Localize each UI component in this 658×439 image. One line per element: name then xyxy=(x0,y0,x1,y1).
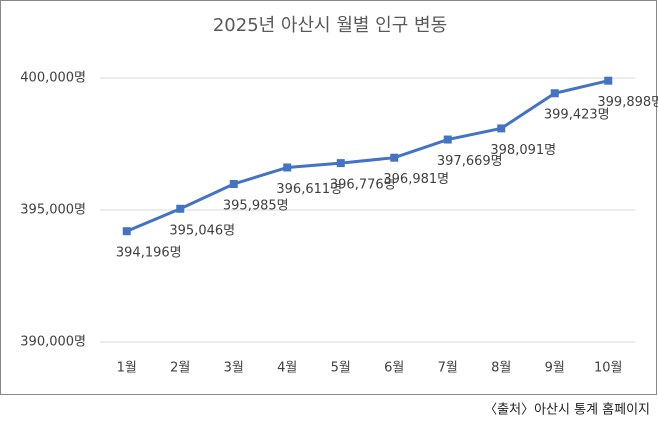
data-point xyxy=(604,76,613,85)
x-tick-label: 4월 xyxy=(277,361,297,376)
data-label: 396,776명 xyxy=(330,178,396,193)
y-tick-label: 390,000명 xyxy=(20,335,86,350)
x-tick-label: 5월 xyxy=(331,361,351,376)
x-tick-label: 9월 xyxy=(545,361,565,376)
x-tick-label: 8월 xyxy=(491,361,511,376)
x-tick-label: 2월 xyxy=(170,361,190,376)
data-point xyxy=(176,204,185,213)
data-label: 394,196명 xyxy=(116,246,182,261)
chart-frame xyxy=(0,0,657,395)
data-point xyxy=(550,89,559,98)
y-tick-label: 400,000명 xyxy=(20,71,86,86)
y-tick-label: 395,000명 xyxy=(20,203,86,218)
data-label: 396,981명 xyxy=(383,172,449,187)
data-label: 399,423명 xyxy=(544,108,610,123)
x-tick-label: 10월 xyxy=(594,361,623,376)
data-point xyxy=(283,163,292,172)
data-point xyxy=(497,124,506,133)
x-tick-label: 7월 xyxy=(438,361,458,376)
data-label: 395,046명 xyxy=(169,223,235,238)
data-point xyxy=(443,135,452,144)
series-line xyxy=(126,79,609,233)
data-label: 399,898명 xyxy=(597,95,658,110)
data-point xyxy=(390,153,399,162)
data-label: 395,985명 xyxy=(223,198,289,213)
data-point xyxy=(336,159,345,168)
x-tick-label: 6월 xyxy=(384,361,404,376)
data-label: 396,611명 xyxy=(276,182,342,197)
chart-title: 2025년 아산시 월별 인구 변동 xyxy=(213,15,447,36)
x-tick-label: 3월 xyxy=(224,361,244,376)
data-point xyxy=(229,179,238,188)
source-note: 〈출처〉아산시 통계 홈페이지 xyxy=(484,403,650,418)
x-tick-label: 1월 xyxy=(117,361,137,376)
data-label: 398,091명 xyxy=(490,143,556,158)
data-label: 397,669명 xyxy=(437,154,503,169)
data-point xyxy=(122,227,131,236)
